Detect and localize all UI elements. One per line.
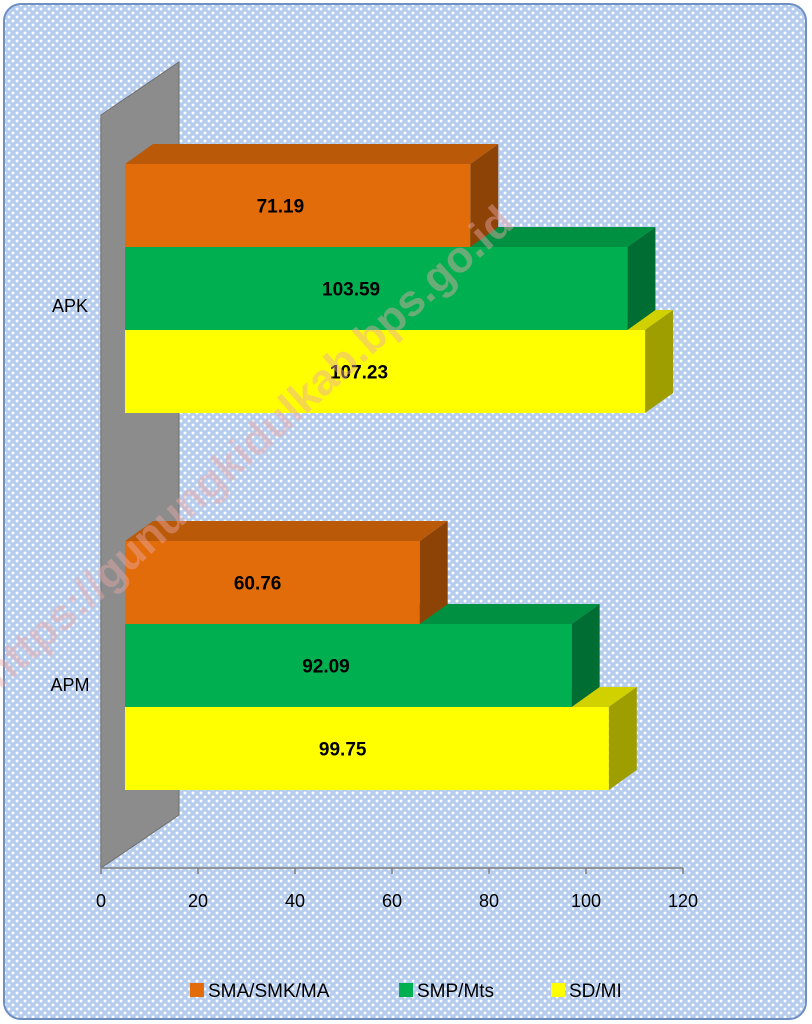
bar-apk-0: 71.19 <box>125 144 499 247</box>
bar-front-face <box>125 624 572 707</box>
legend-label-smp: SMP/Mts <box>417 981 494 1002</box>
data-label-apm-0: 60.76 <box>234 574 282 595</box>
legend: SMA/SMK/MA SMP/Mts SD/MI <box>190 981 622 1002</box>
bar-apk-1: 103.59 <box>125 227 656 330</box>
legend-swatch-sma <box>190 983 204 997</box>
category-label-apm: APM <box>50 675 89 695</box>
x-tick-label-5: 100 <box>571 891 601 911</box>
legend-swatch-smp <box>399 983 413 997</box>
x-tick-label-3: 60 <box>382 891 402 911</box>
bar-front-face <box>125 247 628 330</box>
data-label-apm-1: 92.09 <box>302 657 350 678</box>
bar-side-face <box>608 687 637 790</box>
legend-swatch-sd <box>551 983 565 997</box>
bar-front-face <box>125 164 471 247</box>
x-tick-label-1: 20 <box>188 891 208 911</box>
x-tick-label-0: 0 <box>96 891 106 911</box>
data-label-apk-1: 103.59 <box>322 280 380 301</box>
bar-side-face <box>571 604 600 707</box>
bar-side-face <box>419 521 448 624</box>
bar-top-face <box>125 144 499 164</box>
category-label-apk: APK <box>52 296 88 316</box>
bar-apm-0: 60.76 <box>125 521 448 624</box>
bar-side-face <box>627 227 656 330</box>
bar-front-face <box>125 541 420 624</box>
legend-label-sd: SD/MI <box>569 981 622 1002</box>
bar-side-face <box>470 144 499 247</box>
data-label-apk-0: 71.19 <box>257 197 305 218</box>
x-tick-label-2: 40 <box>285 891 305 911</box>
data-label-apm-2: 99.75 <box>319 740 367 761</box>
x-tick-label-4: 80 <box>479 891 499 911</box>
bar-front-face <box>125 330 646 413</box>
data-label-apk-2: 107.23 <box>330 363 388 384</box>
bar-front-face <box>125 707 609 790</box>
bar-side-face <box>645 310 674 413</box>
x-tick-label-6: 120 <box>668 891 698 911</box>
legend-label-sma: SMA/SMK/MA <box>208 981 330 1002</box>
bar-top-face <box>125 521 448 541</box>
